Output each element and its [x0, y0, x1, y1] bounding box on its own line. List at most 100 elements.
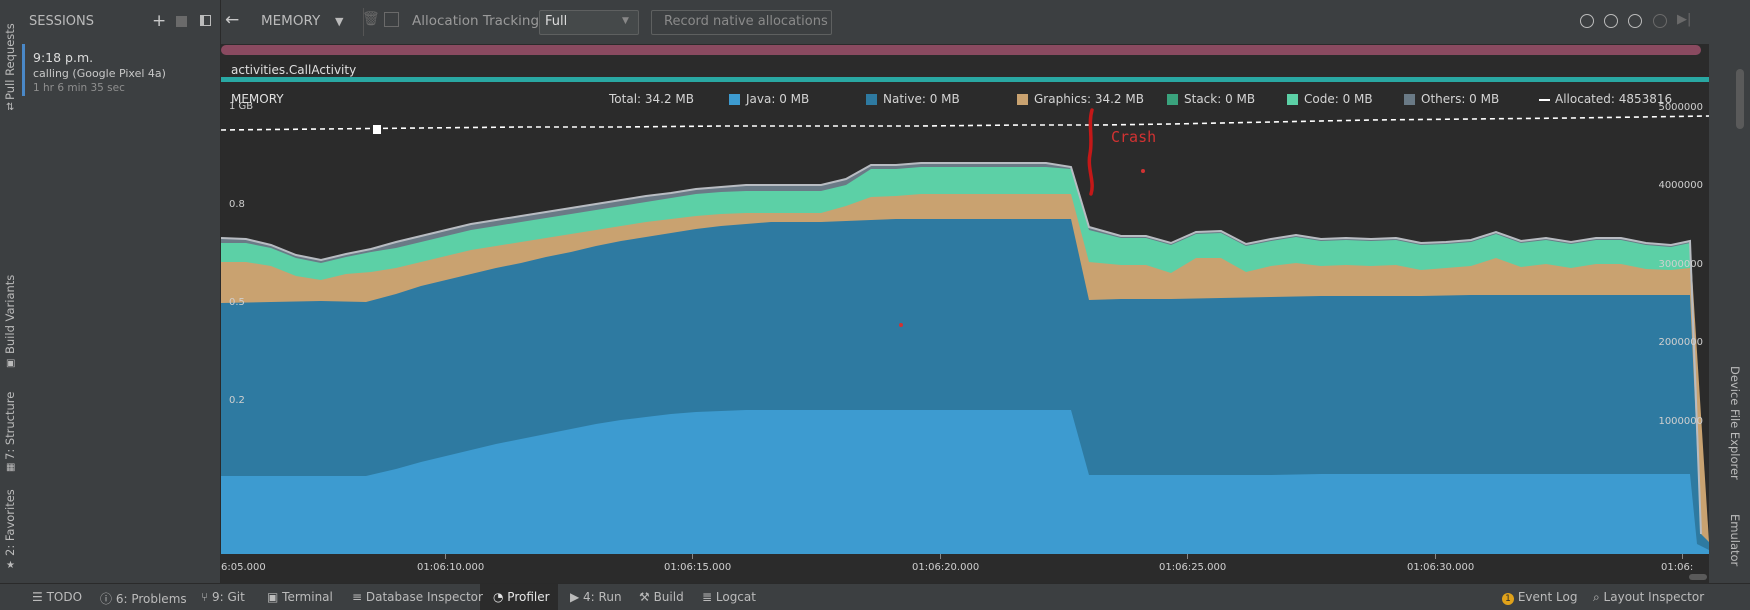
build-variants-tab[interactable]: Build Variants	[3, 274, 17, 354]
dump-heap-icon[interactable]	[384, 12, 399, 27]
session-duration: 1 hr 6 min 35 sec	[33, 82, 125, 94]
logcat-tab[interactable]: ≣ Logcat	[702, 590, 756, 604]
allocated-swatch	[1539, 99, 1550, 101]
structure-icon: ▦	[6, 462, 16, 473]
record-native-label: Record native allocations	[664, 14, 828, 29]
graphics-swatch	[1017, 94, 1028, 105]
user-event-bar[interactable]	[221, 45, 1701, 55]
java-area-tail	[1690, 474, 1709, 554]
toolbar-divider	[363, 8, 364, 36]
zoom-out-icon[interactable]	[1580, 14, 1594, 28]
star-icon: ★	[6, 560, 15, 571]
warning-badge-icon: 1	[1502, 593, 1514, 605]
graphics-legend-label: Graphics: 34.2 MB	[1034, 92, 1144, 106]
code-legend-label: Code: 0 MB	[1304, 92, 1373, 106]
session-time: 9:18 p.m.	[33, 50, 94, 65]
build-tab[interactable]: ⚒ Build	[639, 590, 684, 604]
x-tick-mark	[1187, 554, 1188, 559]
crash-annotation-label: Crash	[1111, 128, 1156, 146]
left-tool-strip: Pull Requests ⇅ Build Variants ▣ 7: Stru…	[0, 0, 23, 583]
todo-tab[interactable]: ☰ TODO	[32, 590, 83, 604]
session-selected-indicator	[22, 44, 25, 96]
allocation-tracking-value: Full	[545, 14, 568, 29]
memory-chart-title: MEMORY	[231, 92, 284, 106]
y-left-tick: 1 GB	[229, 101, 253, 112]
git-tab[interactable]: ⑂ 9: Git	[201, 590, 245, 604]
database-inspector-label: Database Inspector	[365, 590, 483, 604]
java-area	[221, 410, 1690, 554]
x-tick: 01:06:20.000	[912, 562, 980, 573]
memory-chart-area[interactable]: Crash 1 GB 0.8 0.5 0.2 5000000 4000000 3…	[221, 44, 1709, 554]
y-right-tick: 5000000	[1658, 102, 1703, 113]
pull-requests-tab[interactable]: Pull Requests	[3, 23, 17, 100]
x-tick-mark	[692, 554, 693, 559]
memory-chart-svg[interactable]: Crash 1 GB 0.8 0.5 0.2 5000000 4000000 3…	[221, 44, 1709, 554]
database-inspector-tab[interactable]: ≡ Database Inspector	[352, 590, 483, 604]
profiler-toolbar: ← MEMORY ▼ 🗑 Allocation Tracking Full ▼ …	[221, 0, 1750, 45]
native-legend-label: Native: 0 MB	[883, 92, 960, 106]
collapse-panel-icon[interactable]	[200, 15, 211, 26]
x-tick: 01:06:	[1661, 562, 1694, 573]
x-axis: 6:05.000 01:06:10.000 01:06:15.000 01:06…	[221, 554, 1709, 583]
x-tick: 01:06:15.000	[664, 562, 732, 573]
profiler-label: Profiler	[507, 590, 550, 604]
terminal-tab[interactable]: ▣ Terminal	[267, 590, 333, 604]
allocation-tracking-select[interactable]: Full ▼	[539, 10, 639, 35]
record-native-allocations-button[interactable]: Record native allocations	[651, 10, 832, 35]
terminal-label: Terminal	[282, 590, 333, 604]
event-log-tab[interactable]: 1 Event Log	[1502, 590, 1577, 605]
pause-icon[interactable]	[1653, 14, 1667, 28]
vertical-scrollbar-thumb[interactable]	[1736, 69, 1744, 129]
trash-icon[interactable]: 🗑	[362, 11, 380, 27]
others-swatch	[1404, 94, 1415, 105]
problems-tab[interactable]: ⓘ 6: Problems	[100, 592, 187, 606]
profiler-tab[interactable]: ◔ Profiler	[493, 590, 550, 604]
sessions-panel: SESSIONS + 9:18 p.m. calling (Google Pix…	[22, 0, 221, 583]
device-file-explorer-tab[interactable]: Device File Explorer	[1728, 366, 1742, 480]
activity-name: activities.CallActivity	[231, 63, 357, 77]
activity-lifecycle-bar[interactable]	[221, 77, 1709, 82]
chevron-down-icon[interactable]: ▼	[335, 15, 344, 28]
structure-tab[interactable]: 7: Structure	[3, 391, 17, 460]
x-tick: 01:06:30.000	[1407, 562, 1475, 573]
layout-inspector-tab[interactable]: ⌕ Layout Inspector	[1593, 590, 1705, 604]
y-left-tick: 0.5	[229, 297, 245, 308]
horizontal-scrollbar-thumb[interactable]	[1689, 574, 1707, 580]
y-left-tick: 0.8	[229, 199, 245, 210]
profiler-tab-highlight	[480, 584, 558, 610]
y-left-tick: 0.2	[229, 395, 245, 406]
zoom-in-icon[interactable]	[1604, 14, 1618, 28]
stop-session-icon[interactable]	[176, 16, 187, 27]
y-right-tick: 3000000	[1658, 259, 1703, 270]
y-right-tick: 4000000	[1658, 180, 1703, 191]
others-legend-label: Others: 0 MB	[1421, 92, 1500, 106]
add-session-icon[interactable]: +	[152, 11, 167, 31]
y-right-tick: 1000000	[1658, 416, 1703, 427]
event-log-label: Event Log	[1517, 590, 1578, 604]
stack-legend-label: Stack: 0 MB	[1184, 92, 1256, 106]
java-swatch	[729, 94, 740, 105]
x-tick: 01:06:25.000	[1159, 562, 1227, 573]
right-tool-strip: Device File Explorer Emulator	[1709, 44, 1750, 583]
reset-zoom-icon[interactable]	[1628, 14, 1642, 28]
x-tick-mark	[1682, 554, 1683, 559]
run-tab[interactable]: ▶ 4: Run	[570, 590, 622, 604]
git-label: 9: Git	[212, 590, 245, 604]
favorites-tab[interactable]: 2: Favorites	[3, 489, 17, 556]
profiler-selector[interactable]: MEMORY	[261, 13, 321, 29]
run-label: 4: Run	[583, 590, 622, 604]
sessions-header: SESSIONS +	[22, 0, 220, 45]
layout-inspector-label: Layout Inspector	[1603, 590, 1705, 604]
go-live-icon[interactable]: ▶|	[1677, 12, 1692, 27]
problems-label: 6: Problems	[115, 592, 187, 606]
annotation-dot	[1141, 169, 1145, 173]
back-arrow-icon[interactable]: ←	[225, 10, 240, 30]
status-bar: ☰ TODO ⓘ 6: Problems ⑂ 9: Git ▣ Terminal…	[0, 583, 1750, 610]
x-tick-mark	[445, 554, 446, 559]
gc-event-marker[interactable]	[373, 125, 381, 134]
emulator-tab[interactable]: Emulator	[1728, 514, 1742, 567]
x-tick-mark	[940, 554, 941, 559]
session-item[interactable]: 9:18 p.m. calling (Google Pixel 4a) 1 hr…	[22, 44, 220, 96]
crash-annotation-stroke	[1087, 108, 1094, 196]
annotation-dot	[899, 323, 903, 327]
